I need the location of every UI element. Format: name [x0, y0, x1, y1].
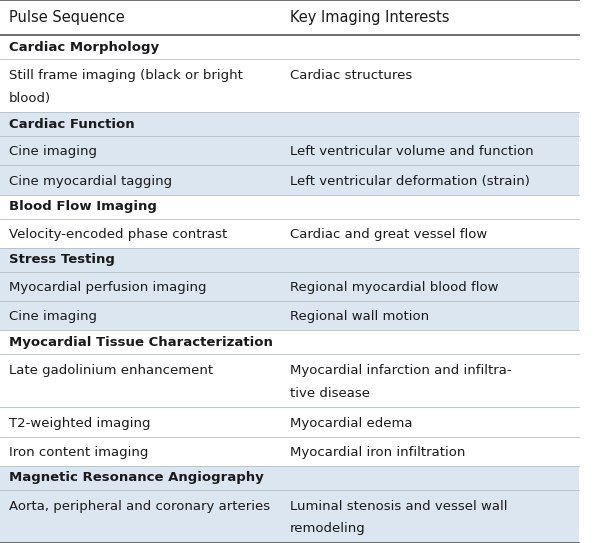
- Text: tive disease: tive disease: [289, 387, 369, 400]
- Text: Cine myocardial tagging: Cine myocardial tagging: [9, 174, 172, 187]
- Bar: [0, 354, 579, 407]
- Text: Cardiac Morphology: Cardiac Morphology: [9, 41, 159, 54]
- Text: Left ventricular volume and function: Left ventricular volume and function: [289, 145, 533, 158]
- Text: Myocardial edema: Myocardial edema: [289, 416, 412, 430]
- Text: Cardiac structures: Cardiac structures: [289, 69, 412, 82]
- Bar: [0, 166, 579, 195]
- Bar: [0, 490, 579, 543]
- Bar: [0, 219, 579, 248]
- Text: blood): blood): [9, 92, 51, 104]
- Text: T2-weighted imaging: T2-weighted imaging: [9, 416, 150, 430]
- Text: Cine imaging: Cine imaging: [9, 310, 97, 323]
- Text: Stress Testing: Stress Testing: [9, 254, 114, 266]
- Bar: [0, 330, 579, 354]
- Bar: [0, 248, 579, 272]
- Text: Regional myocardial blood flow: Regional myocardial blood flow: [289, 281, 498, 294]
- Text: Key Imaging Interests: Key Imaging Interests: [289, 10, 449, 25]
- Bar: [0, 0, 579, 35]
- Bar: [0, 136, 579, 166]
- Text: Cardiac Function: Cardiac Function: [9, 118, 134, 131]
- Text: remodeling: remodeling: [289, 522, 365, 535]
- Text: Blood Flow Imaging: Blood Flow Imaging: [9, 200, 157, 213]
- Text: Magnetic Resonance Angiography: Magnetic Resonance Angiography: [9, 471, 263, 484]
- Bar: [0, 466, 579, 490]
- Text: Late gadolinium enhancement: Late gadolinium enhancement: [9, 364, 213, 377]
- Bar: [0, 437, 579, 466]
- Text: Myocardial iron infiltration: Myocardial iron infiltration: [289, 446, 465, 459]
- Text: Luminal stenosis and vessel wall: Luminal stenosis and vessel wall: [289, 500, 507, 513]
- Bar: [0, 35, 579, 59]
- Text: Still frame imaging (black or bright: Still frame imaging (black or bright: [9, 69, 243, 82]
- Text: Cardiac and great vessel flow: Cardiac and great vessel flow: [289, 228, 487, 241]
- Text: Myocardial perfusion imaging: Myocardial perfusion imaging: [9, 281, 206, 294]
- Text: Iron content imaging: Iron content imaging: [9, 446, 148, 459]
- Text: Cine imaging: Cine imaging: [9, 145, 97, 158]
- Text: Myocardial Tissue Characterization: Myocardial Tissue Characterization: [9, 336, 273, 349]
- Bar: [0, 301, 579, 330]
- Text: Myocardial infarction and infiltra-: Myocardial infarction and infiltra-: [289, 364, 511, 377]
- Bar: [0, 112, 579, 136]
- Text: Aorta, peripheral and coronary arteries: Aorta, peripheral and coronary arteries: [9, 500, 270, 513]
- Text: Velocity-encoded phase contrast: Velocity-encoded phase contrast: [9, 228, 227, 241]
- Bar: [0, 272, 579, 301]
- Text: Left ventricular deformation (strain): Left ventricular deformation (strain): [289, 174, 530, 187]
- Bar: [0, 59, 579, 112]
- Text: Pulse Sequence: Pulse Sequence: [9, 10, 125, 25]
- Text: Regional wall motion: Regional wall motion: [289, 310, 429, 323]
- Bar: [0, 407, 579, 437]
- Bar: [0, 195, 579, 219]
